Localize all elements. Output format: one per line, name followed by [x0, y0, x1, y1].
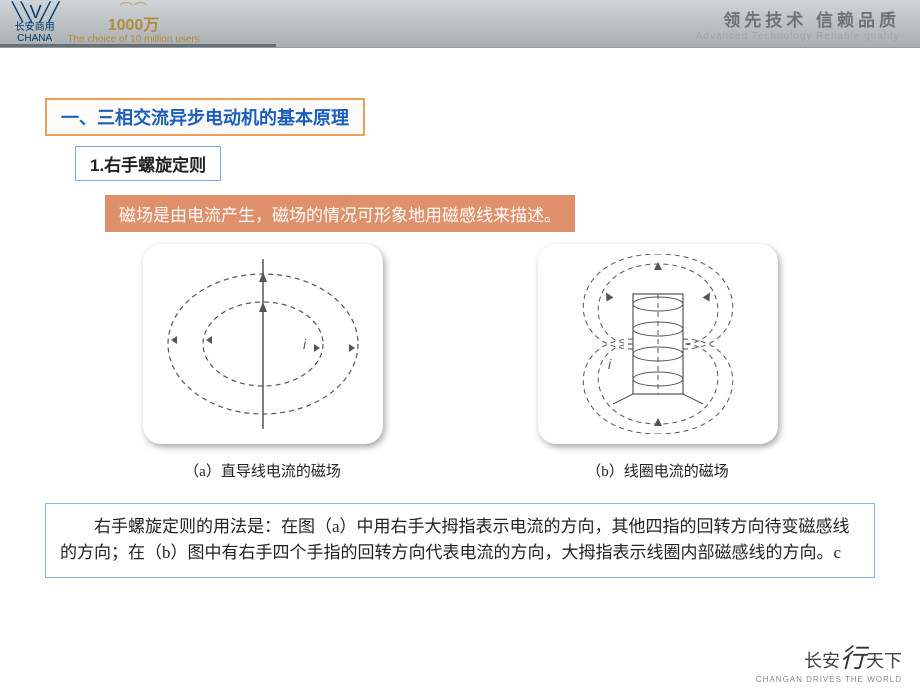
footer-cn-pre: 长安 [804, 651, 840, 671]
field-straight-wire-icon: i [153, 254, 373, 434]
diagram-a-image: i [143, 244, 383, 444]
header-bar: ╲╲V╱╱ 长安商用 CHANA ⌒⌒ 1000万 The choice of … [0, 0, 920, 48]
chana-logo: ╲╲V╱╱ 长安商用 CHANA [12, 3, 57, 45]
footer-cn-mid: 行 [840, 644, 866, 673]
brand-small: 长安商用 [12, 22, 57, 33]
diagram-row: i （a）直导线电流的磁场 [45, 244, 875, 481]
diagram-b-image: i [538, 244, 778, 444]
logo-1000: ⌒⌒ 1000万 The choice of 10 million users [67, 2, 199, 46]
footer: 长安行天下 CHANGAN DRIVES THE WORLD [756, 638, 902, 684]
field-coil-icon: i [548, 254, 768, 434]
slogan-en: Advanced Technology Reliable quality [696, 31, 900, 42]
footer-en: CHANGAN DRIVES THE WORLD [756, 675, 902, 684]
brand-en: CHANA [12, 33, 57, 44]
logo-1000-top: 1000万 [67, 17, 199, 35]
svg-text:i: i [608, 356, 612, 372]
subsection-title: 1.右手螺旋定则 [75, 146, 221, 181]
diagram-b: i （b）线圈电流的磁场 [528, 244, 788, 481]
header-logos: ╲╲V╱╱ 长安商用 CHANA ⌒⌒ 1000万 The choice of … [0, 2, 200, 46]
header-slogan: 领先技术 信赖品质 Advanced Technology Reliable q… [696, 6, 900, 42]
header-accent [0, 44, 920, 47]
footer-cn: 长安行天下 [756, 638, 902, 675]
section-title: 一、三相交流异步电动机的基本原理 [45, 98, 365, 136]
diagram-a-caption: （a）直导线电流的磁场 [133, 460, 393, 481]
explanation-box: 右手螺旋定则的用法是：在图（a）中用右手大拇指表示电流的方向，其他四指的回转方向… [45, 503, 875, 578]
chana-wing-icon: ╲╲V╱╱ [12, 3, 57, 23]
svg-text:i: i [303, 336, 307, 352]
diagram-a: i （a）直导线电流的磁场 [133, 244, 393, 481]
highlight-text: 磁场是由电流产生，磁场的情况可形象地用磁感线来描述。 [105, 195, 575, 232]
slogan-cn: 领先技术 信赖品质 [696, 6, 900, 31]
explanation-text: 右手螺旋定则的用法是：在图（a）中用右手大拇指表示电流的方向，其他四指的回转方向… [60, 517, 850, 562]
diagram-b-caption: （b）线圈电流的磁场 [528, 460, 788, 481]
car-outline-icon: ⌒⌒ [67, 2, 199, 17]
content-area: 一、三相交流异步电动机的基本原理 1.右手螺旋定则 磁场是由电流产生，磁场的情况… [0, 48, 920, 578]
footer-cn-post: 天下 [866, 651, 902, 671]
